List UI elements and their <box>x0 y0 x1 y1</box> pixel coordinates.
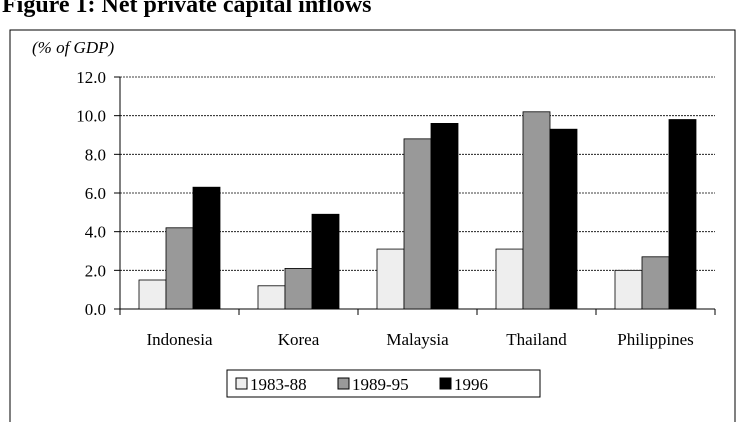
x-tick-label: Korea <box>278 330 320 349</box>
bar <box>641 256 670 310</box>
bar <box>495 248 524 310</box>
x-tick-label: Indonesia <box>146 330 213 349</box>
y-axis-label: (% of GDP) <box>32 38 114 57</box>
y-tick-label: 6.0 <box>85 184 106 203</box>
x-tick-label: Malaysia <box>386 330 449 349</box>
bar <box>192 186 221 310</box>
bar <box>284 267 313 310</box>
legend-label: 1983-88 <box>250 375 307 394</box>
bar <box>257 285 286 310</box>
bar <box>165 227 194 310</box>
legend-swatch <box>235 377 248 390</box>
bar <box>668 119 697 310</box>
y-tick-label: 10.0 <box>76 107 106 126</box>
bar <box>430 123 459 310</box>
chart-title: Figure 1: Net private capital inflows <box>2 0 372 18</box>
y-tick-label: 4.0 <box>85 223 106 242</box>
legend-label: 1989-95 <box>352 375 409 394</box>
legend-box <box>226 369 541 398</box>
bar <box>403 138 432 310</box>
bar <box>311 213 340 310</box>
frame <box>9 29 736 422</box>
y-tick-label: 12.0 <box>76 68 106 87</box>
y-tick-label: 8.0 <box>85 145 106 164</box>
bar <box>549 128 578 310</box>
x-tick-label: Thailand <box>506 330 567 349</box>
bar <box>522 111 551 310</box>
y-tick-label: 0.0 <box>85 300 106 319</box>
x-tick-label: Philippines <box>617 330 694 349</box>
legend-swatch <box>337 377 350 390</box>
y-tick-label: 2.0 <box>85 261 106 280</box>
bar <box>138 279 167 310</box>
bar <box>376 248 405 310</box>
legend-label: 1996 <box>454 375 488 394</box>
bar <box>614 269 643 310</box>
legend-swatch <box>439 377 452 390</box>
